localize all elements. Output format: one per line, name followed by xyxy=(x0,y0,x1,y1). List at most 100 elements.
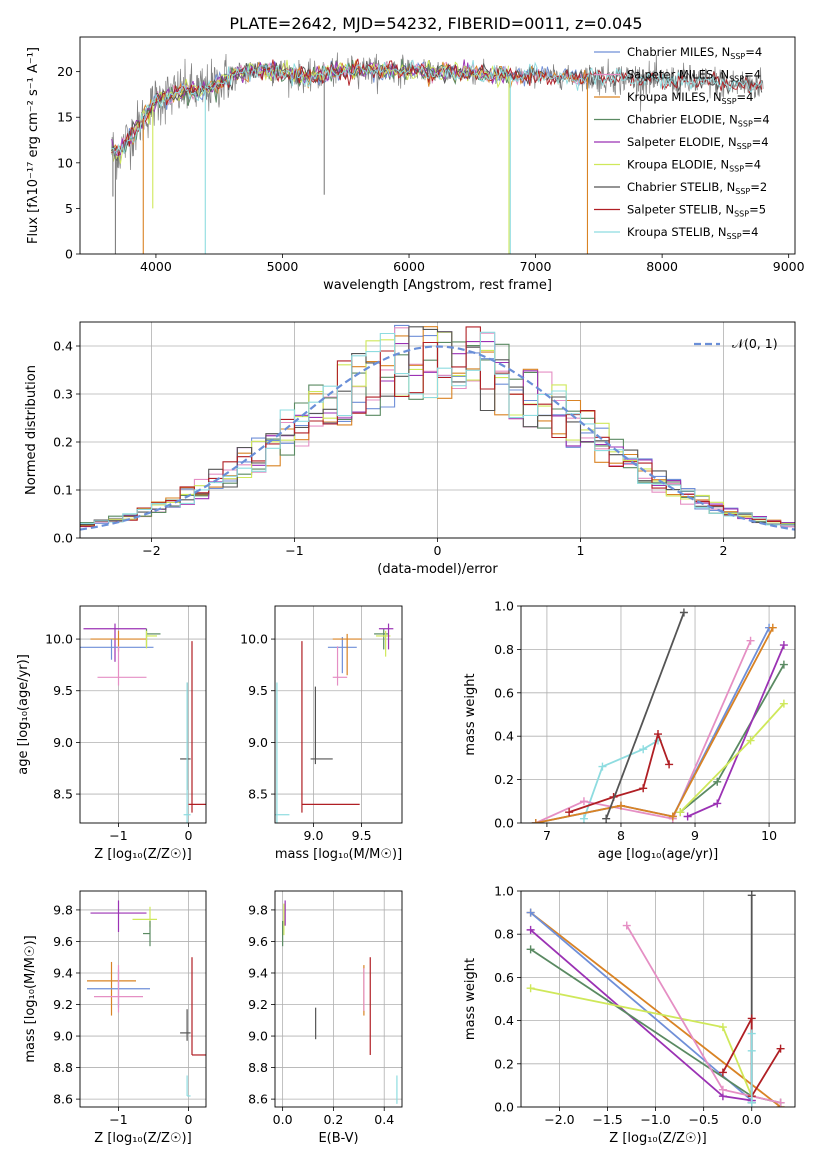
tick-label-x: −2 xyxy=(142,543,160,558)
model-spectrum-salpeter-stelib xyxy=(111,58,763,156)
tick-label-y: 9.0 xyxy=(248,1029,268,1044)
errorbar-chabrier-elodie xyxy=(143,920,151,947)
axes-frame xyxy=(79,605,207,824)
legend-text: Salpeter MILES, N xyxy=(627,68,729,82)
legend-label: Chabrier MILES, NSSP=4 xyxy=(627,45,762,61)
x-axis-label: age [log₁₀(age/yr)] xyxy=(598,847,719,862)
legend-label: Kroupa MILES, NSSP=4 xyxy=(627,90,753,106)
point-marker xyxy=(639,784,648,793)
legend-tail: =4 xyxy=(753,113,770,127)
plots-layer: 4000 5000 6000 7000 8000 900005101520waveleng… xyxy=(16,36,805,1146)
tick-label-y: 10 xyxy=(57,155,73,170)
tick-label-x: 7000 xyxy=(520,259,552,274)
tick-label-x: 0 xyxy=(434,543,442,558)
legend-sub: SSP xyxy=(738,120,753,129)
point-marker xyxy=(679,608,688,617)
errorbar-kroupa-stelib xyxy=(183,682,191,823)
tick-label-y: 9.5 xyxy=(53,683,73,698)
point-marker xyxy=(776,1044,785,1053)
point-marker xyxy=(526,908,535,917)
tick-label-x: 10 xyxy=(761,828,777,843)
legend-label: 𝒩(0, 1) xyxy=(732,336,778,351)
tick-label-x: −0.5 xyxy=(688,1112,718,1127)
plot-area xyxy=(80,324,795,531)
tick-label-y: 9.4 xyxy=(53,965,73,980)
grid xyxy=(80,606,206,823)
tick-label-y: 9.0 xyxy=(53,1029,73,1044)
point-marker xyxy=(747,1014,756,1023)
errorbar-salpeter-elodie xyxy=(378,623,394,650)
plot-area xyxy=(282,900,398,1104)
point-marker xyxy=(747,1098,756,1107)
plot-age-vs-Z: −1 0 8.5 9.0 9.5 10.0 Z [log₁₀(Z/Z☉)] age [log₁… xyxy=(16,605,207,862)
plot-area xyxy=(526,891,785,1107)
legend-text: Chabrier ELODIE, N xyxy=(627,113,738,127)
errorbar-salpeter-stelib xyxy=(188,641,206,813)
legend-sub: SSP xyxy=(734,210,749,219)
tick-label-y: 0.4 xyxy=(53,339,73,354)
point-marker xyxy=(654,730,662,739)
tick-label-x: 4000 xyxy=(140,259,172,274)
tick-label-y: 20 xyxy=(57,64,73,79)
tick-label-x: −2.0 xyxy=(544,1112,574,1127)
tick-label-x: 6000 xyxy=(393,259,425,274)
plot-residuals: −2 −1 0 1 2 0.0 0.1 0.2 0.3 0.4 (data-model)/error… xyxy=(24,321,796,577)
series-line xyxy=(605,612,685,820)
legend-tail: =4 xyxy=(752,135,769,149)
histogram-chabrier-stelib xyxy=(80,326,795,526)
point-marker xyxy=(779,641,788,650)
tick-label-y: 9.8 xyxy=(53,902,73,917)
x-axis-label: Z [log₁₀(Z/Z☉)] xyxy=(609,1131,706,1146)
legend-tail: =4 xyxy=(744,158,761,172)
tick-label-y: 9.6 xyxy=(248,934,268,949)
point-marker xyxy=(718,1068,727,1077)
point-marker xyxy=(718,1023,727,1032)
tick-label-y: 9.4 xyxy=(248,965,268,980)
errorbar-chabrier-stelib xyxy=(310,686,333,765)
tick-label-y: 10.0 xyxy=(45,632,73,647)
series-line xyxy=(530,987,753,1097)
tick-label-x: 1 xyxy=(577,543,585,558)
plot-area xyxy=(87,900,206,1097)
legend-label: Salpeter MILES, NSSP=4 xyxy=(627,68,761,84)
point-marker xyxy=(746,736,755,745)
tick-label-y: 0.2 xyxy=(53,435,73,450)
point-marker xyxy=(616,801,625,810)
x-axis-label: mass [log₁₀(M/M☉)] xyxy=(275,847,402,862)
point-marker xyxy=(602,814,611,823)
grid xyxy=(275,891,402,1107)
axes-frame xyxy=(79,36,796,255)
legend-label: Kroupa ELODIE, NSSP=4 xyxy=(627,158,761,174)
legend-text: Kroupa STELIB, N xyxy=(627,225,727,239)
tick-label-y: 5 xyxy=(65,201,73,216)
legend-text: Chabrier STELIB, N xyxy=(627,180,735,194)
series-line xyxy=(679,702,785,813)
point-marker xyxy=(565,808,574,817)
plot-area xyxy=(80,623,206,823)
plot-massweight-vs-age: 7 8 9 10 0.0 0.2 0.4 0.6 0.8 1.0 age [log₁₀(age/yr… xyxy=(463,599,796,862)
errorbar-chabrier-stelib xyxy=(180,1009,191,1041)
legend-text: Salpeter STELIB, N xyxy=(627,203,734,217)
legend-sub: SSP xyxy=(730,52,745,61)
point-marker xyxy=(526,945,535,954)
point-marker xyxy=(668,812,677,821)
y-axis-label: age [log₁₀(age/yr)] xyxy=(16,654,31,775)
tick-label-x: 9 xyxy=(691,828,699,843)
point-marker xyxy=(683,812,692,821)
tick-label-y: 8.8 xyxy=(248,1060,268,1075)
point-marker xyxy=(622,921,631,930)
tick-label-y: 9.2 xyxy=(53,997,73,1012)
errorbar-chabrier-stelib xyxy=(180,682,191,790)
tick-label-y: 0.6 xyxy=(494,685,514,700)
legend-text: Chabrier MILES, N xyxy=(627,45,730,59)
tick-label-y: 0.6 xyxy=(494,970,514,985)
errorbar-salpeter-elodie xyxy=(90,900,147,932)
errorbar-kroupa-elodie xyxy=(145,630,157,649)
point-marker xyxy=(526,925,535,934)
legend-label: Chabrier ELODIE, NSSP=4 xyxy=(627,113,770,129)
series-chabrier-stelib xyxy=(602,608,688,823)
point-marker xyxy=(713,799,722,808)
tick-label-x: 0.0 xyxy=(742,1112,762,1127)
point-marker xyxy=(747,891,756,900)
